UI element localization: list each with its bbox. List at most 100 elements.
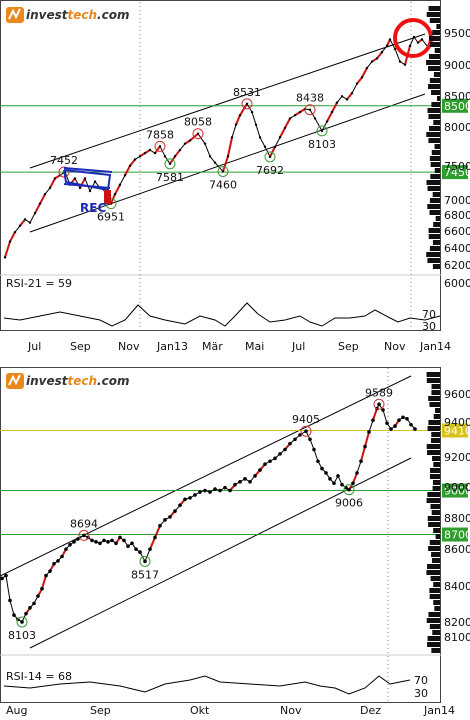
chart-1-data-point — [23, 218, 27, 221]
chart-1-data-point — [138, 155, 142, 158]
chart-2-y-tick-label: 8100 — [444, 631, 470, 644]
chart-1-annotation-label: 8531 — [233, 86, 261, 99]
chart-1-channel-lower — [29, 93, 426, 233]
chart-2-data-point — [385, 421, 389, 425]
chart-1-series-segment — [314, 118, 323, 132]
chart-1-data-point — [320, 129, 324, 133]
chart-1-data-point — [143, 151, 147, 155]
chart-2-data-point — [12, 613, 16, 617]
chart-2-data-point — [76, 537, 80, 541]
chart-1-annotation-marker — [164, 158, 176, 170]
chart-2-volume-bar — [431, 648, 440, 653]
chart-2-level-badge — [442, 483, 468, 498]
chart-2-series-segment — [364, 431, 370, 447]
chart-1-annotation-marker — [217, 165, 229, 177]
chart-2-data-point — [68, 542, 72, 547]
chart-1-data-point — [208, 155, 212, 158]
chart-1-volume-bar — [426, 180, 440, 185]
chart-1-data-point — [273, 145, 277, 149]
chart-2-data-point — [283, 447, 287, 452]
chart-1-series-segment — [394, 48, 401, 62]
chart-1-level-label: 7450 — [444, 166, 470, 179]
chart-2-rsi-line — [3, 675, 411, 695]
chart-1-data-point — [416, 41, 420, 44]
chart-1-data-point — [33, 211, 37, 215]
chart-1-x-tick-label: Nov — [384, 340, 406, 353]
chart-1-annotation-label: 7460 — [209, 178, 237, 191]
chart-2-y-tick-label: 8200 — [444, 616, 470, 629]
brand-logo-icon — [6, 7, 24, 23]
chart-1-volume-bar — [429, 246, 440, 251]
chart-1-series-segment — [351, 83, 358, 94]
chart-2-data-point — [168, 515, 172, 519]
chart-1-volume-bar — [428, 84, 440, 89]
chart-1-data-point — [73, 177, 77, 180]
chart-1-volume-bar — [427, 186, 440, 191]
chart-1-series-segment — [204, 143, 211, 157]
chart-2-data-point — [288, 441, 292, 446]
chart-2-volume-bar — [431, 384, 440, 389]
chart-2-data-point — [8, 598, 12, 603]
chart-1-series-segment — [9, 231, 16, 243]
chart-2-data-point — [413, 427, 417, 431]
chart-1-annotation-marker — [192, 128, 204, 140]
chart-2-data-point — [32, 601, 36, 606]
brand-logo: investtech.com — [6, 373, 129, 389]
chart-2-data-point — [44, 573, 48, 578]
chart-2-data-point — [118, 535, 122, 540]
chart-2-y-tick-label: 8800 — [444, 512, 470, 525]
chart-2-y-tick-label: 8600 — [444, 543, 470, 556]
chart-1-volume-bar — [436, 96, 440, 101]
chart-2-data-point — [110, 538, 114, 543]
chart-1-series-segment — [235, 114, 241, 126]
chart-2-y-tick-label: 9200 — [444, 451, 470, 464]
chart-2-volume-bar — [428, 396, 440, 401]
chart-1-data-point — [408, 44, 412, 47]
chart-2-data-point — [336, 474, 340, 478]
chart-1-series-segment — [197, 133, 206, 144]
chart-1-series-segment — [326, 111, 333, 123]
chart-2-volume-bar — [433, 582, 440, 587]
chart-2-data-point — [213, 487, 217, 491]
chart-2-annotation-marker — [16, 616, 28, 628]
chart-1-y-tick-label: 6800 — [444, 209, 470, 222]
chart-1-rsi-label: RSI-21 = 59 — [6, 277, 72, 290]
chart-2-data-point — [278, 452, 282, 456]
chart-2-data-point — [223, 485, 227, 490]
chart-2-volume-bar — [435, 534, 440, 539]
chart-2-data-point — [273, 456, 277, 461]
chart-2-volume-bar — [430, 504, 440, 509]
chart-2-series-segment — [356, 461, 362, 474]
chart-1-data-point — [43, 193, 47, 196]
chart-2-data-point — [268, 459, 272, 464]
chart-2-data-point — [56, 559, 60, 563]
brand-logo: investtech.com — [6, 7, 129, 23]
chart-2-annotation-marker — [139, 555, 151, 567]
chart-1-series-segment — [49, 177, 56, 189]
chart-1-data-point — [398, 60, 402, 63]
chart-1-volume-bar — [429, 54, 440, 59]
chart-2-data-point — [60, 554, 64, 559]
chart-1-series-segment — [222, 156, 229, 172]
chart-1-x-tick-label: Jan14 — [419, 340, 451, 353]
chart-1-annotation-label: 7692 — [256, 164, 284, 177]
chart-2-level-badge — [442, 423, 468, 438]
chart-1-volume-bar — [429, 126, 440, 131]
chart-2-data-point — [153, 535, 157, 540]
chart-1-data-point — [48, 186, 52, 190]
chart-1-x-tick-label: Sep — [70, 340, 91, 353]
chart-1-series-segment — [231, 124, 237, 138]
chart-1-annotation-marker — [154, 140, 166, 152]
chart-2-annotation-marker — [343, 484, 355, 496]
chart-2-data-point — [258, 468, 262, 472]
chart-1-rec-label: REC — [80, 201, 106, 215]
chart-2-volume-bar — [434, 606, 440, 611]
chart-1-data-point — [178, 148, 182, 152]
chart-1-series-segment — [214, 162, 224, 172]
chart-2-data-point — [409, 422, 413, 427]
chart-2-volume-bar — [430, 438, 440, 443]
chart-2-data-point — [316, 459, 320, 464]
chart-2-y-tick-label: 9600 — [444, 388, 470, 401]
chart-1-data-point — [385, 44, 389, 47]
chart-1-data-point — [293, 114, 297, 117]
